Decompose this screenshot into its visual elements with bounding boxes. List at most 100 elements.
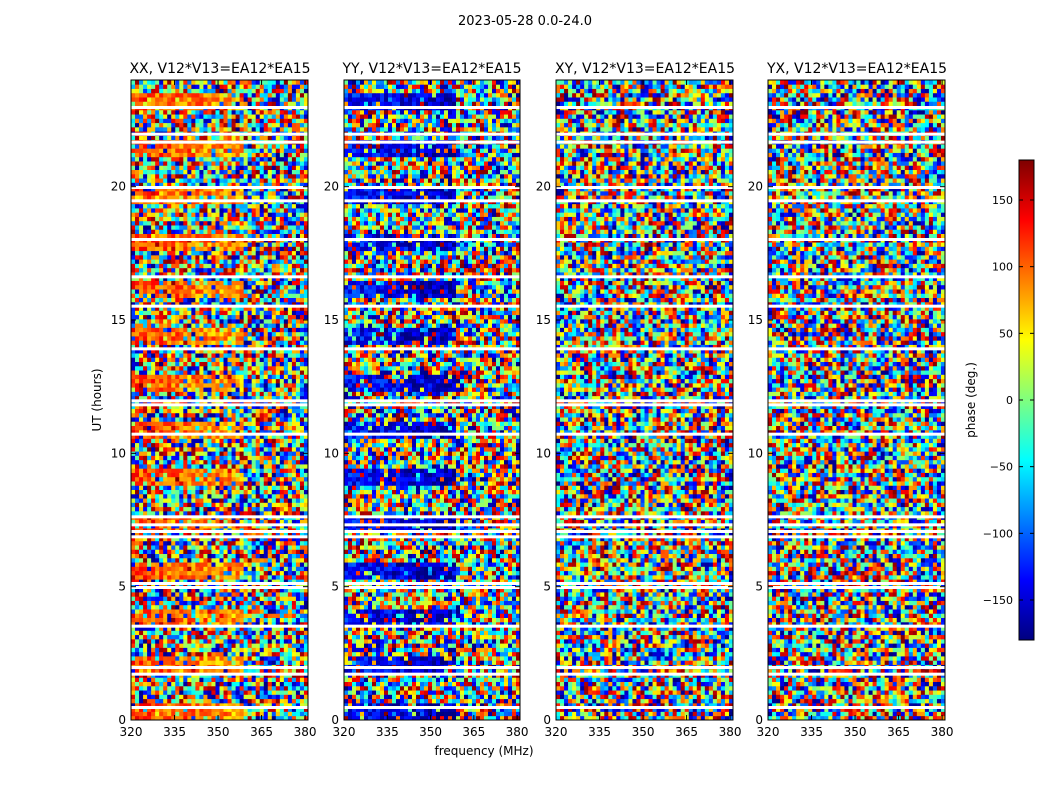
heatmap-cell [303,404,309,409]
heatmap-cell [287,391,293,397]
heatmap-cell [131,263,136,269]
heatmap-cell [167,519,172,525]
heatmap-cell [251,263,257,269]
heatmap-cell [163,310,168,316]
heatmap-cell [223,451,228,456]
heatmap-cell [287,336,293,341]
heatmap-cell [267,301,273,307]
heatmap-cell [135,536,140,542]
heatmap-cell [259,566,265,572]
heatmap-cell [207,647,212,653]
heatmap-cell [211,408,216,414]
heatmap-cell [227,297,232,303]
heatmap-cell [131,506,136,512]
heatmap-cell [167,557,172,563]
heatmap-cell [227,353,232,358]
heatmap-cell [223,698,228,704]
heatmap-cell [187,510,192,516]
heatmap-cell [135,634,140,640]
heatmap-cell [287,519,293,525]
heatmap-cell [287,280,293,286]
heatmap-cell [223,617,228,623]
heatmap-cell [167,489,172,495]
heatmap-cell [283,348,289,354]
heatmap-cell [279,378,285,384]
heatmap-cell [187,340,192,345]
heatmap-cell [187,638,192,644]
heatmap-cell [215,498,220,503]
heatmap-cell [255,464,261,469]
heatmap-cell [223,259,228,264]
heatmap-cell [207,634,212,640]
heatmap-cell [227,246,232,252]
heatmap-cell [251,656,257,661]
heatmap-cell [247,481,253,486]
heatmap-cell [191,395,196,401]
heatmap-cell [155,596,160,601]
heatmap-cell [195,604,200,610]
heatmap-cell [183,378,188,384]
heatmap-cell [159,464,164,469]
heatmap-cell [255,702,261,708]
heatmap-cell [235,340,241,345]
heatmap-cell [199,574,204,580]
heatmap-cell [187,400,192,405]
heatmap-cell [175,259,180,264]
heatmap-cell [255,553,261,559]
heatmap-cell [279,374,285,380]
heatmap-cell [283,634,289,640]
heatmap-cell [163,391,168,397]
heatmap-cell [255,596,261,601]
heatmap-cell [247,301,253,307]
heatmap-cell [163,242,168,247]
heatmap-cell [223,574,228,580]
heatmap-cell [139,570,144,576]
heatmap-cell [215,549,220,554]
heatmap-cell [239,570,245,576]
heatmap-cell [143,434,148,439]
heatmap-cell [199,570,204,576]
heatmap-cell [303,446,309,452]
heatmap-cell [271,715,277,721]
heatmap-cell [183,536,188,542]
heatmap-cell [187,493,192,499]
heatmap-cell [275,626,281,631]
heatmap-cell [183,510,188,516]
heatmap-cell [299,455,305,461]
heatmap-cell [155,374,160,380]
heatmap-cell [195,412,200,418]
heatmap-cell [295,634,301,640]
heatmap-cell [219,391,224,397]
heatmap-cell [251,259,257,264]
heatmap-cell [195,344,200,350]
heatmap-cell [211,348,216,354]
heatmap-cell [283,694,289,700]
heatmap-cell [199,391,204,397]
heatmap-cell [267,510,273,516]
heatmap-cell [135,272,140,277]
heatmap-cell [279,583,285,589]
heatmap-cell [283,459,289,465]
heatmap-cell [223,485,228,490]
heatmap-cell [187,438,192,444]
heatmap-cell [223,242,228,247]
heatmap-cell [263,634,269,640]
heatmap-cell [247,297,253,303]
heatmap-cell [235,634,241,640]
heatmap-cell [219,634,224,640]
heatmap-cell [279,502,285,508]
heatmap-cell [215,446,220,452]
heatmap-cell [191,421,196,426]
heatmap-cell [279,472,285,478]
heatmap-cell [243,660,249,665]
heatmap-cell [267,468,273,473]
heatmap-cell [279,301,285,307]
heatmap-cell [207,609,212,614]
heatmap-cell [255,310,261,316]
heatmap-cell [219,519,224,525]
heatmap-cell [147,711,152,717]
heatmap-cell [167,579,172,584]
heatmap-cell [187,242,192,247]
heatmap-cell [239,677,245,682]
heatmap-cell [147,336,152,341]
